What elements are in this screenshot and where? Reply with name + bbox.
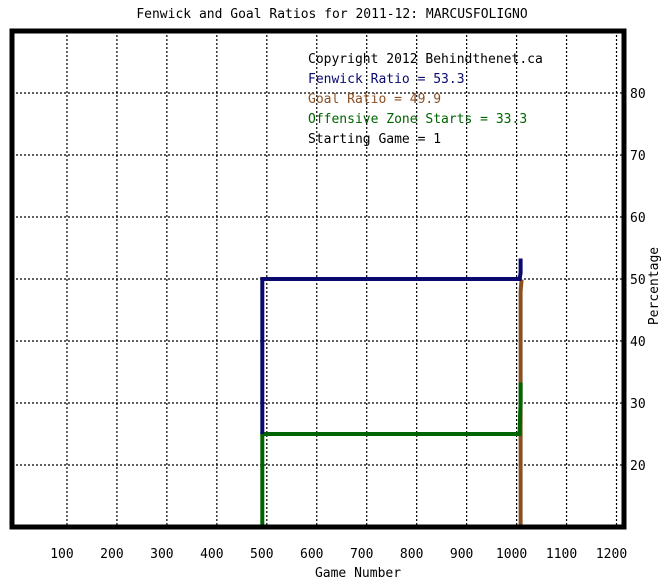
annotation-offensive-zone-starts: Offensive Zone Starts = 33.3: [308, 112, 527, 127]
annotation-copyright: Copyright 2012 Behindthenet.ca: [308, 52, 543, 67]
series-lines: [260, 258, 524, 527]
x-tick-label: 200: [100, 547, 123, 562]
x-tick-label: 1100: [546, 547, 577, 562]
y-axis-ticks: 20 30 40 50 60 70 80: [630, 87, 646, 474]
annotation-block: Copyright 2012 Behindthenet.ca Fenwick R…: [308, 52, 543, 147]
series-line-2: [260, 258, 523, 434]
annotation-fenwick-ratio: Fenwick Ratio = 53.3: [308, 72, 465, 87]
x-tick-label: 900: [450, 547, 473, 562]
x-tick-label: 600: [300, 547, 323, 562]
x-tick-label: 800: [400, 547, 423, 562]
y-tick-label: 70: [630, 149, 646, 164]
annotation-goal-ratio: Goal Ratio = 49.9: [308, 92, 441, 107]
y-tick-label: 30: [630, 397, 646, 412]
chart-title: Fenwick and Goal Ratios for 2011-12: MAR…: [136, 7, 528, 22]
y-tick-label: 60: [630, 211, 646, 226]
x-tick-label: 500: [250, 547, 273, 562]
x-tick-label: 700: [350, 547, 373, 562]
x-tick-label: 1000: [496, 547, 527, 562]
x-axis-ticks: 100 200 300 400 500 600 700 800 900 1000 1100 1200: [50, 547, 627, 562]
series-line-0: [518, 279, 524, 527]
x-tick-label: 100: [50, 547, 73, 562]
y-axis-label: Percentage: [647, 247, 662, 325]
y-tick-label: 40: [630, 335, 646, 350]
y-tick-label: 80: [630, 87, 646, 102]
plot-frame: [9, 28, 627, 530]
y-tick-label: 20: [630, 459, 646, 474]
annotation-starting-game: Starting Game = 1: [308, 132, 441, 147]
x-tick-label: 400: [200, 547, 223, 562]
x-tick-label: 1200: [596, 547, 627, 562]
x-tick-label: 300: [150, 547, 173, 562]
y-tick-label: 50: [630, 273, 646, 288]
x-axis-label: Game Number: [315, 566, 401, 580]
